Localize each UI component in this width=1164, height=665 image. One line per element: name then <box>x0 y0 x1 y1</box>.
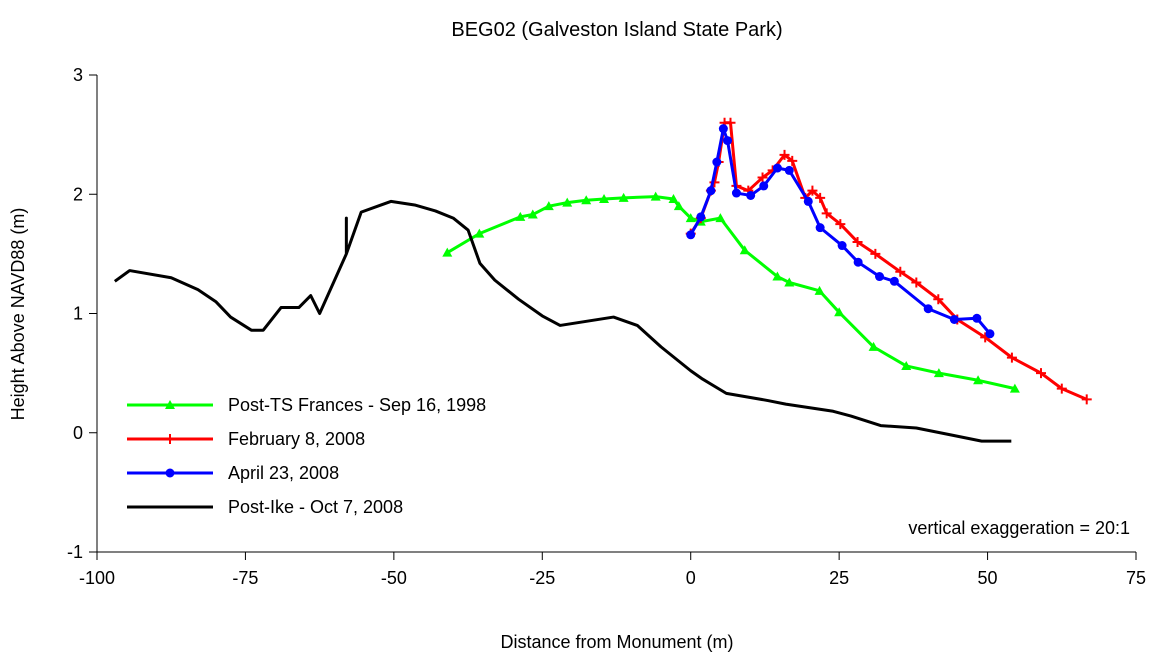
marker <box>803 196 813 206</box>
x-tick-label: -100 <box>79 568 115 588</box>
legend-marker <box>165 434 175 444</box>
marker <box>474 228 485 238</box>
marker <box>1036 368 1047 379</box>
legend-label: Post-Ike - Oct 7, 2008 <box>228 497 403 517</box>
y-tick-label: 3 <box>73 65 83 85</box>
marker <box>442 247 453 257</box>
legend-marker <box>165 400 175 409</box>
series-line <box>689 121 1088 401</box>
marker <box>731 188 741 198</box>
legend-label: February 8, 2008 <box>228 429 365 449</box>
marker <box>673 201 684 211</box>
y-tick-label: -1 <box>67 542 83 562</box>
y-tick-label: 2 <box>73 184 83 204</box>
marker <box>686 230 696 240</box>
marker <box>685 213 696 223</box>
marker <box>834 307 845 317</box>
marker <box>515 211 526 221</box>
marker <box>562 197 573 207</box>
marker <box>650 191 661 201</box>
marker <box>599 194 610 204</box>
marker <box>815 223 825 233</box>
legend-marker <box>165 468 175 478</box>
marker <box>712 157 722 167</box>
marker <box>618 192 629 202</box>
marker <box>527 209 538 219</box>
marker <box>911 277 922 288</box>
legend-label: April 23, 2008 <box>228 463 339 483</box>
marker <box>895 266 906 277</box>
y-tick-label: 0 <box>73 423 83 443</box>
marker <box>870 248 881 259</box>
marker <box>972 313 982 323</box>
x-tick-label: -50 <box>381 568 407 588</box>
marker <box>814 285 825 295</box>
marker <box>1006 352 1017 363</box>
marker <box>973 375 984 385</box>
marker <box>787 155 798 166</box>
marker <box>784 277 795 287</box>
marker <box>875 272 885 282</box>
marker <box>706 186 716 196</box>
marker <box>807 185 818 196</box>
marker <box>772 163 782 173</box>
marker <box>696 212 706 222</box>
marker <box>933 368 944 378</box>
marker <box>772 271 783 281</box>
y-tick-label: 1 <box>73 304 83 324</box>
marker <box>837 241 847 251</box>
marker <box>784 165 794 175</box>
marker <box>1056 383 1067 394</box>
marker <box>901 360 912 370</box>
marker <box>581 195 592 205</box>
marker <box>725 117 736 128</box>
marker <box>1009 383 1020 393</box>
x-tick-label: 25 <box>829 568 849 588</box>
marker <box>757 172 768 183</box>
x-tick-label: -25 <box>529 568 555 588</box>
marker <box>852 236 863 247</box>
marker <box>821 208 832 219</box>
series-line <box>113 199 1012 443</box>
marker <box>543 201 554 211</box>
marker <box>715 213 726 223</box>
marker <box>746 190 756 200</box>
marker <box>923 304 933 314</box>
x-tick-label: 75 <box>1126 568 1146 588</box>
marker <box>985 329 995 339</box>
marker <box>723 136 733 146</box>
marker <box>718 124 728 134</box>
marker <box>668 194 679 204</box>
x-tick-label: 50 <box>978 568 998 588</box>
chart-title: BEG02 (Galveston Island State Park) <box>451 19 782 41</box>
marker <box>815 192 826 203</box>
marker <box>835 219 846 230</box>
marker <box>868 341 879 351</box>
marker <box>779 149 790 160</box>
marker <box>949 314 959 324</box>
x-tick-label: -75 <box>232 568 258 588</box>
series-line <box>689 127 992 335</box>
x-axis-label: Distance from Monument (m) <box>500 632 733 652</box>
y-axis-label: Height Above NAVD88 (m) <box>8 208 28 421</box>
x-tick-label: 0 <box>686 568 696 588</box>
marker <box>739 245 750 255</box>
marker <box>889 276 899 286</box>
legend-label: Post-TS Frances - Sep 16, 1998 <box>228 395 486 415</box>
marker <box>933 294 944 305</box>
annotation: vertical exaggeration = 20:1 <box>908 518 1130 538</box>
marker <box>1081 394 1092 405</box>
marker <box>759 181 769 191</box>
marker <box>853 257 863 267</box>
